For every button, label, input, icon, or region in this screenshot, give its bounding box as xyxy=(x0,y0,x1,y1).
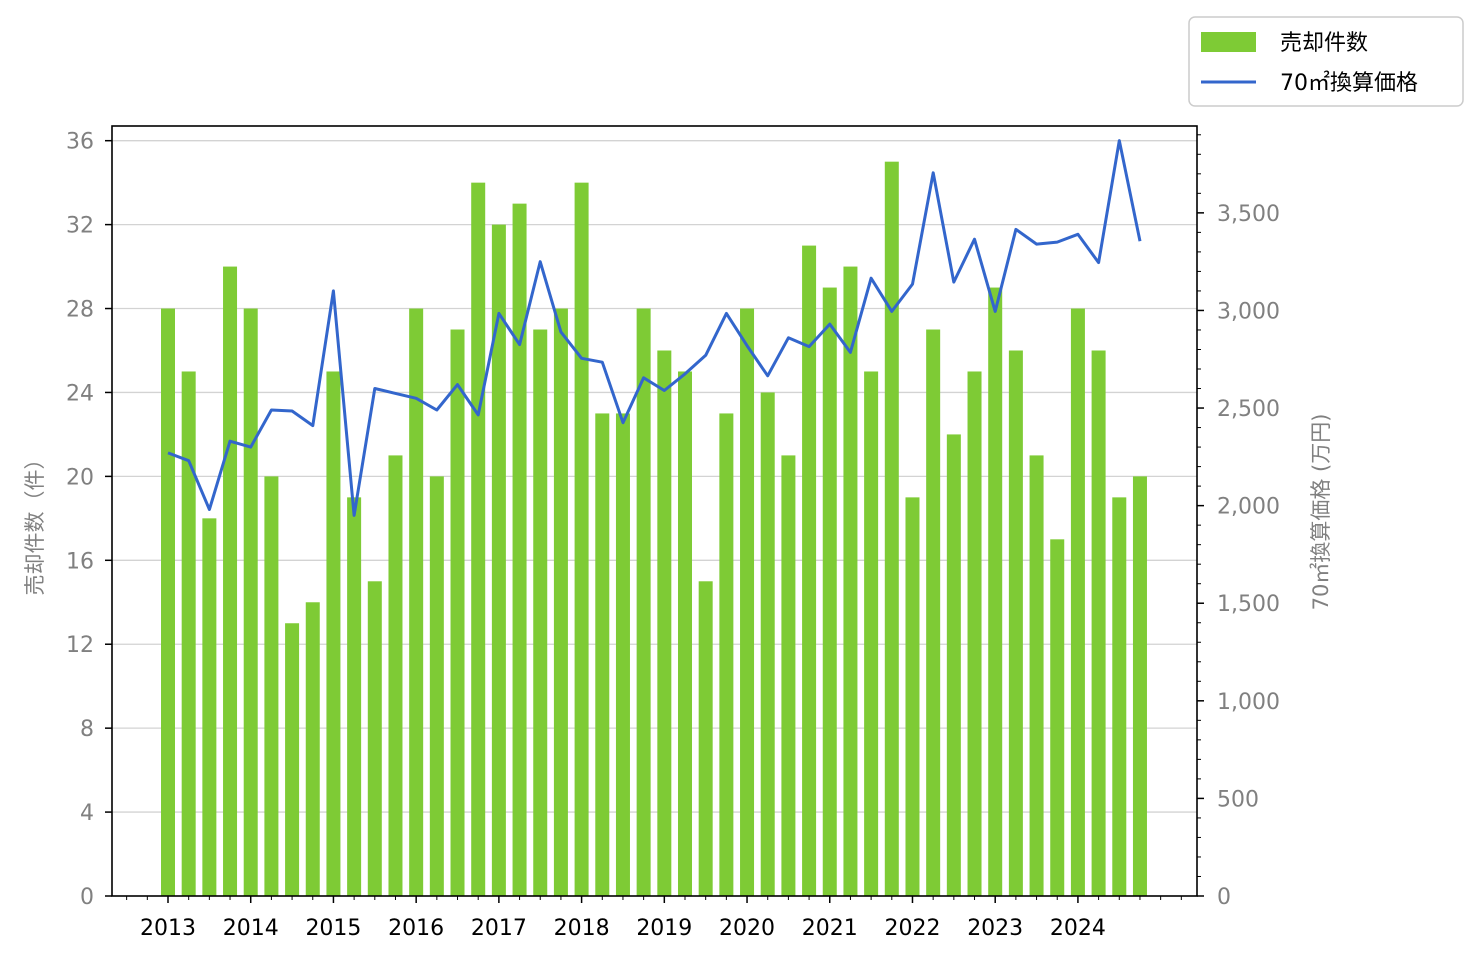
x-tick-label: 2019 xyxy=(636,916,692,941)
bar xyxy=(223,266,238,896)
legend: 売却件数 70㎡換算価格 xyxy=(1188,16,1464,107)
bar xyxy=(678,371,692,897)
y-right-tick-label: 1,500 xyxy=(1217,592,1280,617)
x-tick-label: 2015 xyxy=(305,916,361,941)
y-right-tick-label: 0 xyxy=(1217,885,1231,910)
bar-series xyxy=(161,161,1147,897)
y-right-tick-label: 1,000 xyxy=(1217,690,1280,715)
y-left-tick-label: 20 xyxy=(66,465,94,490)
x-tick-label: 2013 xyxy=(140,916,196,941)
bar xyxy=(264,476,279,896)
bar xyxy=(367,581,382,896)
x-tick-label: 2021 xyxy=(802,916,858,941)
bar xyxy=(512,203,527,897)
bar xyxy=(657,350,672,896)
bar xyxy=(491,224,506,896)
bar xyxy=(905,497,920,896)
y-left-tick-label: 4 xyxy=(80,801,94,826)
y-left-tick-label: 12 xyxy=(66,633,94,658)
plot-frame xyxy=(111,125,1198,897)
bar xyxy=(285,623,300,896)
legend-bar-swatch xyxy=(1201,32,1256,52)
bar xyxy=(202,518,217,896)
bar xyxy=(740,308,755,896)
x-tick-label: 2022 xyxy=(884,916,940,941)
bar xyxy=(429,476,444,896)
bar xyxy=(471,182,486,896)
y-left-tick-label: 24 xyxy=(66,381,94,406)
y-right-tick-label: 3,000 xyxy=(1217,299,1280,324)
bar xyxy=(243,308,258,896)
bar xyxy=(781,455,796,896)
bar xyxy=(1029,455,1044,896)
x-tick-label: 2017 xyxy=(471,916,527,941)
y-left-tick-label: 36 xyxy=(66,130,94,155)
axes: 0481216202428323605001,0001,5002,0002,50… xyxy=(66,130,1280,941)
y-left-tick-label: 16 xyxy=(66,549,94,574)
y-left-tick-label: 8 xyxy=(80,717,94,742)
bar xyxy=(305,602,320,896)
y-right-tick-label: 2,000 xyxy=(1217,495,1280,520)
y-left-axis-title: 売却件数（件） xyxy=(23,449,47,596)
bar xyxy=(988,287,1003,897)
legend-line-label: 70㎡換算価格 xyxy=(1280,70,1418,96)
bar xyxy=(326,371,341,897)
x-tick-label: 2018 xyxy=(554,916,610,941)
bar xyxy=(1112,497,1127,896)
bar xyxy=(719,413,734,896)
bar xyxy=(802,245,817,896)
bar xyxy=(409,308,424,896)
y-right-tick-label: 3,500 xyxy=(1217,202,1280,227)
bar xyxy=(553,308,568,896)
bar xyxy=(181,371,196,897)
x-tick-label: 2023 xyxy=(967,916,1023,941)
y-left-tick-label: 28 xyxy=(66,298,94,323)
bar xyxy=(760,392,775,896)
y-left-tick-label: 0 xyxy=(80,885,94,910)
bar xyxy=(864,371,879,897)
x-tick-label: 2016 xyxy=(388,916,444,941)
bar xyxy=(822,287,837,897)
bar xyxy=(1008,350,1023,896)
line-series xyxy=(167,139,1142,517)
legend-box xyxy=(1188,16,1464,107)
bar xyxy=(698,581,713,896)
y-right-tick-label: 2,500 xyxy=(1217,397,1280,422)
y-right-axis-title: 70㎡換算価格 (万円) xyxy=(1309,414,1333,611)
bar xyxy=(595,413,610,896)
x-tick-label: 2020 xyxy=(719,916,775,941)
bar xyxy=(946,434,961,896)
y-left-tick-label: 32 xyxy=(66,214,94,239)
bar xyxy=(388,455,403,896)
bar xyxy=(533,329,548,896)
bar xyxy=(1050,539,1065,896)
y-right-tick-label: 500 xyxy=(1217,787,1259,812)
bar xyxy=(347,497,362,896)
bar xyxy=(884,161,899,896)
price-line xyxy=(167,139,1142,517)
bar xyxy=(615,413,630,896)
bar xyxy=(161,308,175,896)
x-tick-label: 2024 xyxy=(1050,916,1106,941)
bar xyxy=(967,371,982,897)
bar xyxy=(574,182,589,896)
bar xyxy=(926,329,941,896)
bar xyxy=(1132,476,1147,896)
bar xyxy=(450,329,465,896)
bar xyxy=(843,266,858,896)
bar xyxy=(1070,308,1085,896)
x-tick-label: 2014 xyxy=(223,916,279,941)
bar xyxy=(1091,350,1106,896)
legend-bar-label: 売却件数 xyxy=(1280,31,1368,56)
bar xyxy=(636,308,651,896)
